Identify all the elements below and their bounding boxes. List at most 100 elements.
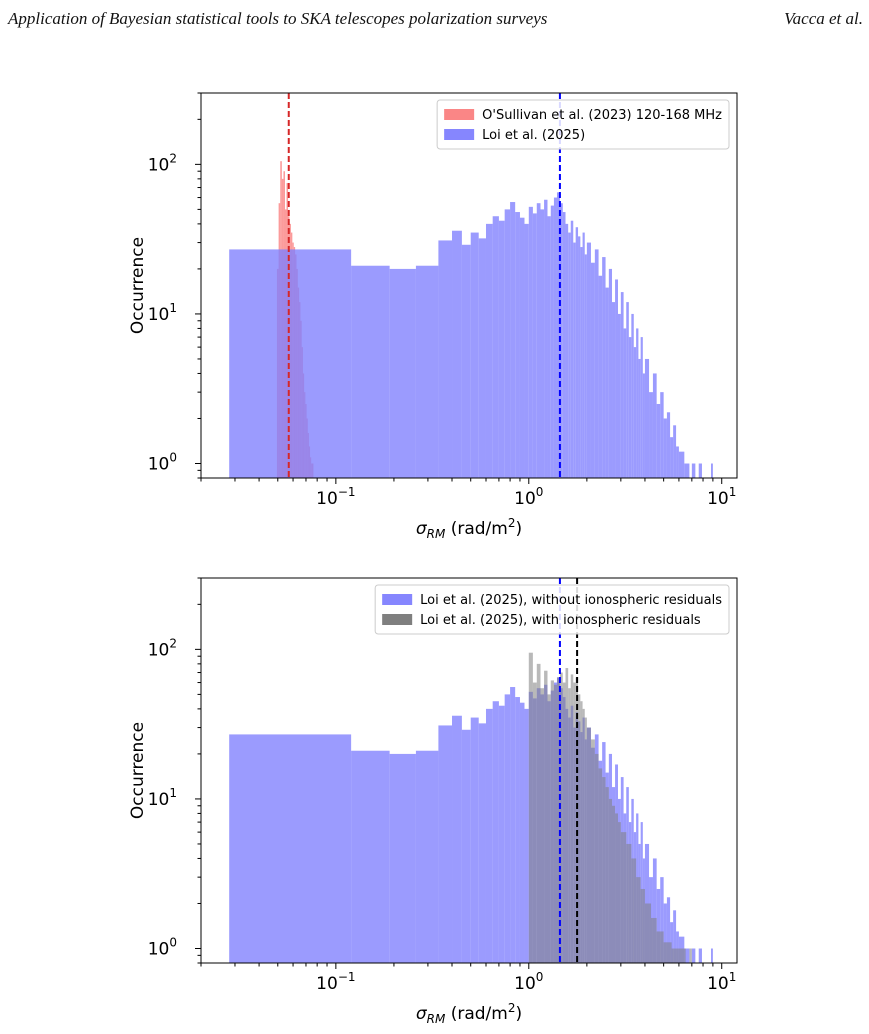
- histogram-bar: [660, 392, 664, 478]
- histogram-bar: [470, 232, 479, 478]
- histogram-bar: [636, 328, 639, 478]
- histogram-bar: [536, 663, 541, 963]
- histogram-bar: [651, 917, 657, 963]
- histogram-bar: [470, 717, 479, 963]
- histogram-bar: [594, 249, 599, 478]
- axes-frame: [200, 577, 738, 964]
- histogram-bar: [504, 209, 511, 478]
- histogram-bar: [229, 249, 352, 478]
- histogram-bar: [415, 265, 439, 478]
- chart-panel-2: 10−1 100 101 100 101 102 σRM (rad/m2) Occurrenc…: [128, 577, 738, 1026]
- histogram-bar: [590, 739, 595, 963]
- histogram-bar: [590, 262, 595, 478]
- histogram-bar: [663, 903, 667, 963]
- x-tick-label: 101: [707, 970, 736, 994]
- histogram-bar: [556, 677, 560, 963]
- legend-swatch: [444, 109, 475, 120]
- histogram-bar: [438, 725, 453, 963]
- histogram-bar: [565, 223, 569, 478]
- histogram-bar: [598, 275, 603, 478]
- histogram-bar: [711, 463, 713, 478]
- histogram-bar: [536, 203, 541, 478]
- x-tick-label: 10−1: [316, 970, 355, 994]
- histogram-bar: [673, 425, 677, 478]
- histogram-bar: [578, 694, 581, 963]
- histogram-bar: [678, 451, 685, 478]
- page-header: Application of Bayesian statistical tool…: [8, 9, 863, 31]
- histogram-bar: [586, 242, 591, 478]
- x-tick-label: 10−1: [316, 485, 355, 509]
- histogram-bar: [698, 948, 702, 963]
- histogram-bar: [663, 942, 672, 963]
- histogram-bar: [559, 203, 563, 478]
- histogram-bar: [492, 216, 499, 478]
- x-axis-label: σRM (rad/m2): [416, 516, 522, 541]
- histogram-bar: [492, 701, 499, 963]
- histogram-bar: [711, 948, 713, 963]
- histogram-bar: [532, 213, 537, 478]
- histogram-bar: [580, 701, 583, 963]
- histogram-bar: [640, 337, 643, 478]
- running-title: Application of Bayesian statistical tool…: [8, 9, 548, 28]
- legend-box: [436, 99, 730, 150]
- legend-swatch: [444, 129, 475, 140]
- histogram-bar: [598, 768, 603, 963]
- histogram-bar: [452, 230, 462, 478]
- histogram-bar: [626, 302, 629, 478]
- legend-label: Loi et al. (2025): [482, 128, 585, 143]
- histogram-bar: [671, 948, 679, 963]
- histogram-bar: [584, 254, 587, 478]
- histogram-bar: [389, 753, 416, 963]
- histogram-bar: [547, 216, 551, 478]
- y-tick-label: 102: [148, 636, 177, 660]
- histogram-bar: [673, 910, 677, 963]
- legend-swatch: [382, 594, 413, 605]
- histogram-bar: [478, 238, 486, 478]
- histogram-bar: [568, 688, 571, 963]
- plot-area: [229, 578, 713, 963]
- histogram-bar: [351, 750, 390, 963]
- y-tick-label: 100: [148, 451, 177, 475]
- histogram-bar: [602, 777, 606, 963]
- histogram-bar: [532, 682, 537, 963]
- histogram-bar: [553, 684, 557, 963]
- histogram-bar: [656, 403, 661, 478]
- histogram-bar: [540, 209, 545, 478]
- histogram-bar: [584, 717, 587, 963]
- histogram-bar: [644, 358, 650, 478]
- histogram-bar: [582, 708, 585, 963]
- histogram-bar: [612, 302, 616, 478]
- legend-label: Loi et al. (2025), with ionospheric resi…: [420, 613, 701, 628]
- histogram-bar: [556, 192, 560, 478]
- y-axis-label: Occurrence: [128, 722, 148, 819]
- histogram-bar: [676, 446, 679, 478]
- histogram-bar: [575, 677, 579, 963]
- histogram-bar: [578, 236, 581, 478]
- legend-swatch: [382, 614, 413, 625]
- histogram-bar: [605, 787, 609, 963]
- histogram-bar: [547, 694, 551, 963]
- histogram-bar: [582, 232, 585, 478]
- histogram-bar: [498, 705, 505, 963]
- histogram-bar: [544, 199, 548, 478]
- histogram-bar: [498, 220, 505, 478]
- y-tick-label: 101: [148, 786, 177, 810]
- histogram-bar: [615, 279, 618, 478]
- histogram-bar: [550, 680, 554, 963]
- histogram-bar: [618, 313, 621, 478]
- histogram-bar: [586, 727, 591, 963]
- histogram-bar: [626, 843, 632, 963]
- histogram-bar: [515, 212, 520, 478]
- running-authors: Vacca et al.: [784, 9, 863, 28]
- histogram-bar: [640, 888, 645, 963]
- histogram-bar: [691, 463, 696, 478]
- histogram-bar: [540, 688, 545, 963]
- histogram-bar: [461, 244, 471, 478]
- histogram-bar: [568, 232, 571, 478]
- histogram-bar: [656, 931, 664, 963]
- histogram-bar: [642, 373, 645, 478]
- histogram-bar: [676, 931, 679, 963]
- x-tick-label: 100: [514, 970, 543, 994]
- x-axis-label: σRM (rad/m2): [416, 1001, 522, 1026]
- histogram-bar: [415, 750, 439, 963]
